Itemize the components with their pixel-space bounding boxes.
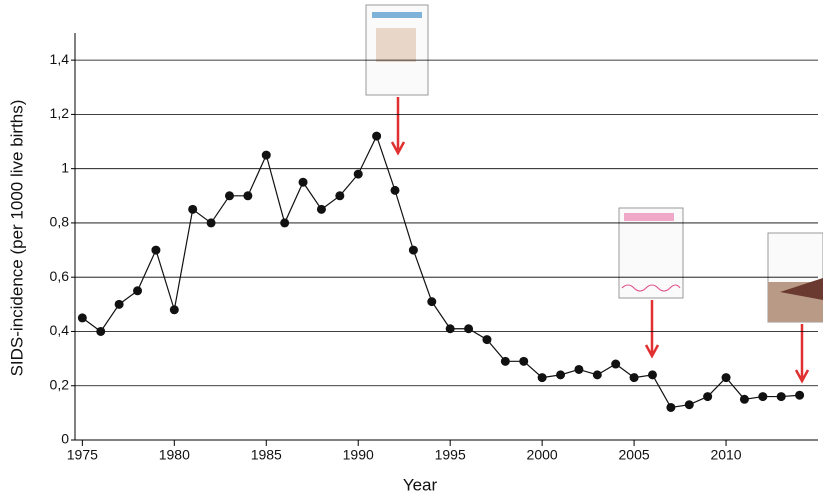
brochure-2006 xyxy=(618,207,684,299)
data-point xyxy=(390,185,400,195)
data-point xyxy=(776,392,786,402)
data-line xyxy=(82,134,800,409)
brochure-1992 xyxy=(365,4,429,96)
data-point xyxy=(721,373,731,383)
data-point xyxy=(298,177,308,187)
x-tick-label: 2005 xyxy=(619,447,650,463)
data-point xyxy=(574,364,584,374)
data-point xyxy=(133,286,143,296)
data-point xyxy=(114,299,124,309)
y-tick-label: 0,4 xyxy=(50,322,70,338)
data-point xyxy=(408,245,418,255)
y-tick-label: 0,6 xyxy=(50,268,70,284)
y-tick-label: 0 xyxy=(61,431,69,447)
x-tick-label: 1985 xyxy=(251,447,282,463)
x-tick-label: 1990 xyxy=(343,447,374,463)
y-tick-label: 0,8 xyxy=(50,214,70,230)
data-point xyxy=(427,297,437,307)
data-point xyxy=(151,245,161,255)
x-tick-label: 1995 xyxy=(435,447,466,463)
data-point xyxy=(96,326,106,336)
x-tick-label: 1980 xyxy=(159,447,190,463)
data-point xyxy=(188,204,198,214)
data-point xyxy=(280,218,290,228)
data-point xyxy=(206,218,216,228)
data-point xyxy=(372,131,382,141)
data-point xyxy=(482,335,492,345)
data-point xyxy=(666,402,676,412)
x-axis-label: Year xyxy=(403,475,438,494)
data-point xyxy=(261,150,271,160)
arrows xyxy=(390,97,810,384)
data-point xyxy=(519,356,529,366)
data-point xyxy=(537,373,547,383)
data-point xyxy=(243,191,253,201)
data-point xyxy=(739,394,749,404)
data-point xyxy=(500,356,510,366)
data-point xyxy=(224,191,234,201)
data-point xyxy=(684,400,694,410)
data-point xyxy=(464,324,474,334)
y-tick-label: 1,2 xyxy=(50,105,70,121)
y-tick-label: 1 xyxy=(61,159,69,175)
data-point xyxy=(335,191,345,201)
data-point xyxy=(445,324,455,334)
data-point xyxy=(556,370,566,380)
data-point xyxy=(795,390,805,400)
data-point xyxy=(629,373,639,383)
x-tick-label: 1975 xyxy=(67,447,98,463)
data-point xyxy=(169,305,179,315)
data-point xyxy=(353,169,363,179)
data-point xyxy=(592,370,602,380)
data-point xyxy=(316,204,326,214)
data-point xyxy=(758,392,768,402)
data-point xyxy=(611,359,621,369)
y-axis-label: SIDS-incidence (per 1000 live births) xyxy=(7,100,26,377)
x-tick-label: 2010 xyxy=(710,447,741,463)
y-tick-label: 0,2 xyxy=(50,376,70,392)
x-tick-label: 2000 xyxy=(527,447,558,463)
data-point xyxy=(77,313,87,323)
data-point xyxy=(647,370,657,380)
y-tick-label: 1,4 xyxy=(50,51,70,67)
data-point xyxy=(703,392,713,402)
